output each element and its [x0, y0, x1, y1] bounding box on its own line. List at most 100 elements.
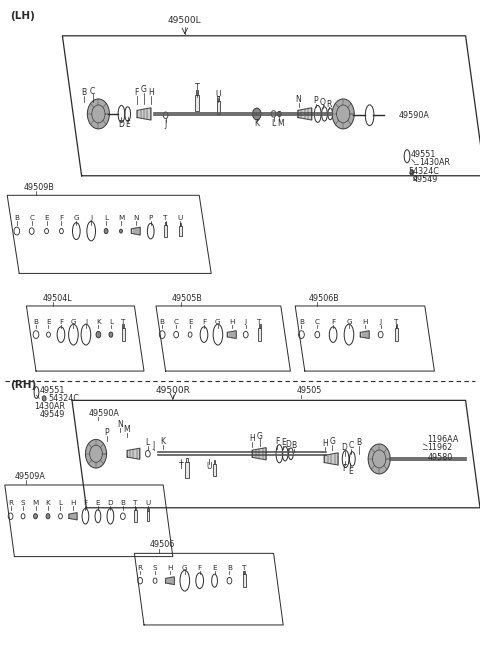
Text: H: H — [70, 499, 76, 506]
Bar — [196, 90, 198, 94]
Text: B: B — [292, 441, 297, 450]
Bar — [134, 510, 137, 522]
Bar — [194, 94, 199, 111]
Text: 49549: 49549 — [39, 410, 65, 419]
Text: N: N — [133, 215, 139, 221]
Text: 49551: 49551 — [410, 150, 436, 159]
Bar — [217, 96, 219, 101]
Text: 54324C: 54324C — [408, 167, 439, 176]
Text: E: E — [281, 438, 286, 447]
Text: H: H — [167, 564, 173, 571]
Bar — [186, 458, 188, 462]
Text: P: P — [313, 96, 318, 105]
Bar — [213, 464, 216, 477]
Text: J: J — [245, 318, 247, 325]
Bar — [259, 324, 261, 328]
Text: F: F — [134, 88, 139, 97]
Text: R: R — [326, 100, 332, 109]
Text: C: C — [29, 215, 34, 221]
Bar — [180, 223, 181, 227]
Text: L: L — [146, 438, 150, 447]
Text: 49551: 49551 — [39, 386, 65, 395]
Text: C: C — [315, 318, 320, 325]
Text: 49505: 49505 — [297, 386, 322, 395]
Bar — [121, 328, 125, 341]
Text: B: B — [34, 318, 38, 325]
Bar — [242, 574, 246, 587]
Text: G: G — [329, 437, 335, 446]
Text: E: E — [44, 215, 49, 221]
Bar — [243, 570, 245, 574]
Text: T: T — [194, 83, 199, 92]
Text: 49590A: 49590A — [398, 111, 429, 120]
Bar — [179, 226, 182, 236]
Text: 49580: 49580 — [427, 452, 453, 462]
Text: D: D — [119, 120, 124, 130]
Circle shape — [42, 396, 46, 401]
Circle shape — [104, 229, 108, 234]
Text: 54324C: 54324C — [48, 394, 79, 403]
Text: N: N — [296, 95, 301, 104]
Bar — [146, 512, 149, 521]
Text: L: L — [59, 499, 62, 506]
Text: G: G — [182, 564, 188, 571]
Bar — [258, 328, 262, 341]
Text: 49509A: 49509A — [14, 472, 45, 481]
Text: F: F — [84, 499, 87, 506]
Text: B: B — [160, 318, 165, 325]
Text: L: L — [109, 318, 113, 325]
Text: K: K — [254, 119, 259, 128]
Text: F: F — [59, 318, 63, 325]
Text: M: M — [277, 119, 284, 128]
Circle shape — [46, 514, 50, 519]
Text: 49504L: 49504L — [42, 294, 72, 303]
Circle shape — [96, 331, 101, 338]
Text: E: E — [348, 467, 353, 476]
Text: F: F — [342, 464, 347, 473]
Circle shape — [87, 99, 109, 129]
Text: G: G — [141, 85, 147, 94]
Bar — [185, 462, 189, 478]
Bar — [134, 507, 136, 510]
Text: P: P — [148, 215, 153, 221]
Text: N: N — [117, 420, 123, 429]
Text: 49549: 49549 — [413, 175, 438, 184]
Circle shape — [410, 170, 414, 175]
Text: S: S — [21, 499, 25, 506]
Text: L: L — [104, 215, 108, 221]
Text: K: K — [46, 499, 50, 506]
Text: F: F — [60, 215, 63, 221]
Circle shape — [120, 229, 122, 233]
Text: F: F — [275, 437, 280, 446]
Text: J: J — [153, 441, 155, 450]
Circle shape — [252, 108, 261, 120]
Text: K: K — [96, 318, 101, 325]
Circle shape — [109, 332, 113, 337]
Circle shape — [332, 99, 354, 129]
Text: B: B — [299, 318, 304, 325]
Text: M: M — [123, 425, 130, 434]
Text: U: U — [206, 462, 212, 471]
Text: B: B — [120, 499, 125, 506]
Bar — [165, 222, 167, 225]
Text: Q: Q — [320, 98, 325, 107]
Text: G: G — [73, 215, 79, 221]
Text: R: R — [8, 499, 13, 506]
Text: J: J — [380, 318, 382, 325]
Bar — [395, 328, 398, 341]
Bar — [164, 225, 167, 237]
Polygon shape — [298, 108, 312, 120]
Polygon shape — [360, 331, 369, 339]
Polygon shape — [324, 453, 338, 465]
Text: J: J — [85, 318, 87, 325]
Text: F: F — [198, 564, 202, 571]
Text: (RH): (RH) — [11, 380, 37, 391]
Text: 49500L: 49500L — [168, 16, 202, 25]
Text: B: B — [14, 215, 19, 221]
Text: T: T — [257, 318, 262, 325]
Text: C: C — [349, 441, 354, 450]
Text: H: H — [362, 318, 368, 325]
Text: E: E — [212, 564, 217, 571]
Text: C: C — [174, 318, 179, 325]
Circle shape — [368, 444, 390, 474]
